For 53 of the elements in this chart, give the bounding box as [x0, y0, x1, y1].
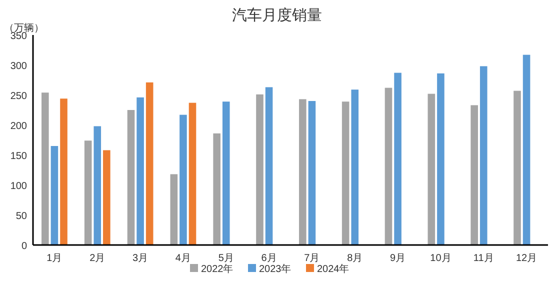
y-tick-label: 300: [10, 61, 28, 72]
bar: [136, 97, 144, 245]
x-tick-label: 8月: [347, 253, 363, 264]
bar: [84, 140, 92, 245]
bar: [42, 92, 49, 245]
bar: [514, 90, 521, 245]
bar: [342, 102, 350, 245]
x-tick-label: 3月: [132, 253, 148, 264]
bar: [103, 150, 110, 245]
x-tick-label: 9月: [390, 253, 406, 264]
bar: [480, 66, 488, 245]
x-tick-label: 7月: [304, 253, 320, 264]
bar: [170, 174, 178, 245]
x-tick-label: 12月: [516, 253, 538, 264]
y-tick-label: 100: [10, 181, 28, 192]
legend-label: 2022年: [201, 263, 234, 275]
bar: [384, 88, 392, 245]
legend-label: 2023年: [259, 263, 292, 275]
bar: [127, 110, 135, 245]
bar: [351, 90, 359, 245]
y-tick-label: 350: [10, 31, 28, 42]
bar: [437, 73, 444, 245]
x-tick-label: 1月: [46, 253, 62, 264]
chart-title: 汽车月度销量: [232, 7, 322, 24]
x-tick-label: 5月: [218, 253, 234, 264]
y-tick-label: 0: [21, 241, 28, 252]
x-tick-label: 11月: [473, 253, 494, 264]
bar: [50, 146, 58, 245]
bar: [60, 98, 68, 245]
bar: [222, 102, 230, 245]
bar: [394, 72, 402, 245]
x-tick-label: 6月: [261, 253, 277, 264]
bar: [146, 82, 154, 245]
y-tick-label: 150: [10, 151, 28, 162]
x-tick-label: 2月: [90, 253, 106, 264]
bar: [188, 102, 196, 245]
y-axis-title: （万辆）: [4, 22, 44, 34]
y-tick-label: 50: [16, 211, 28, 222]
bar: [94, 126, 102, 245]
legend-label: 2024年: [317, 263, 350, 275]
x-tick-label: 10月: [430, 253, 452, 264]
bar: [522, 54, 530, 245]
bar: [180, 114, 187, 245]
bar: [256, 94, 264, 245]
bar: [213, 133, 220, 245]
bar: [265, 87, 273, 245]
bar: [470, 105, 478, 245]
y-tick-label: 200: [10, 121, 28, 132]
bar: [428, 94, 436, 245]
bar: [308, 101, 316, 245]
x-tick-label: 4月: [175, 253, 191, 264]
y-tick-label: 250: [10, 91, 28, 102]
bar: [299, 99, 306, 245]
